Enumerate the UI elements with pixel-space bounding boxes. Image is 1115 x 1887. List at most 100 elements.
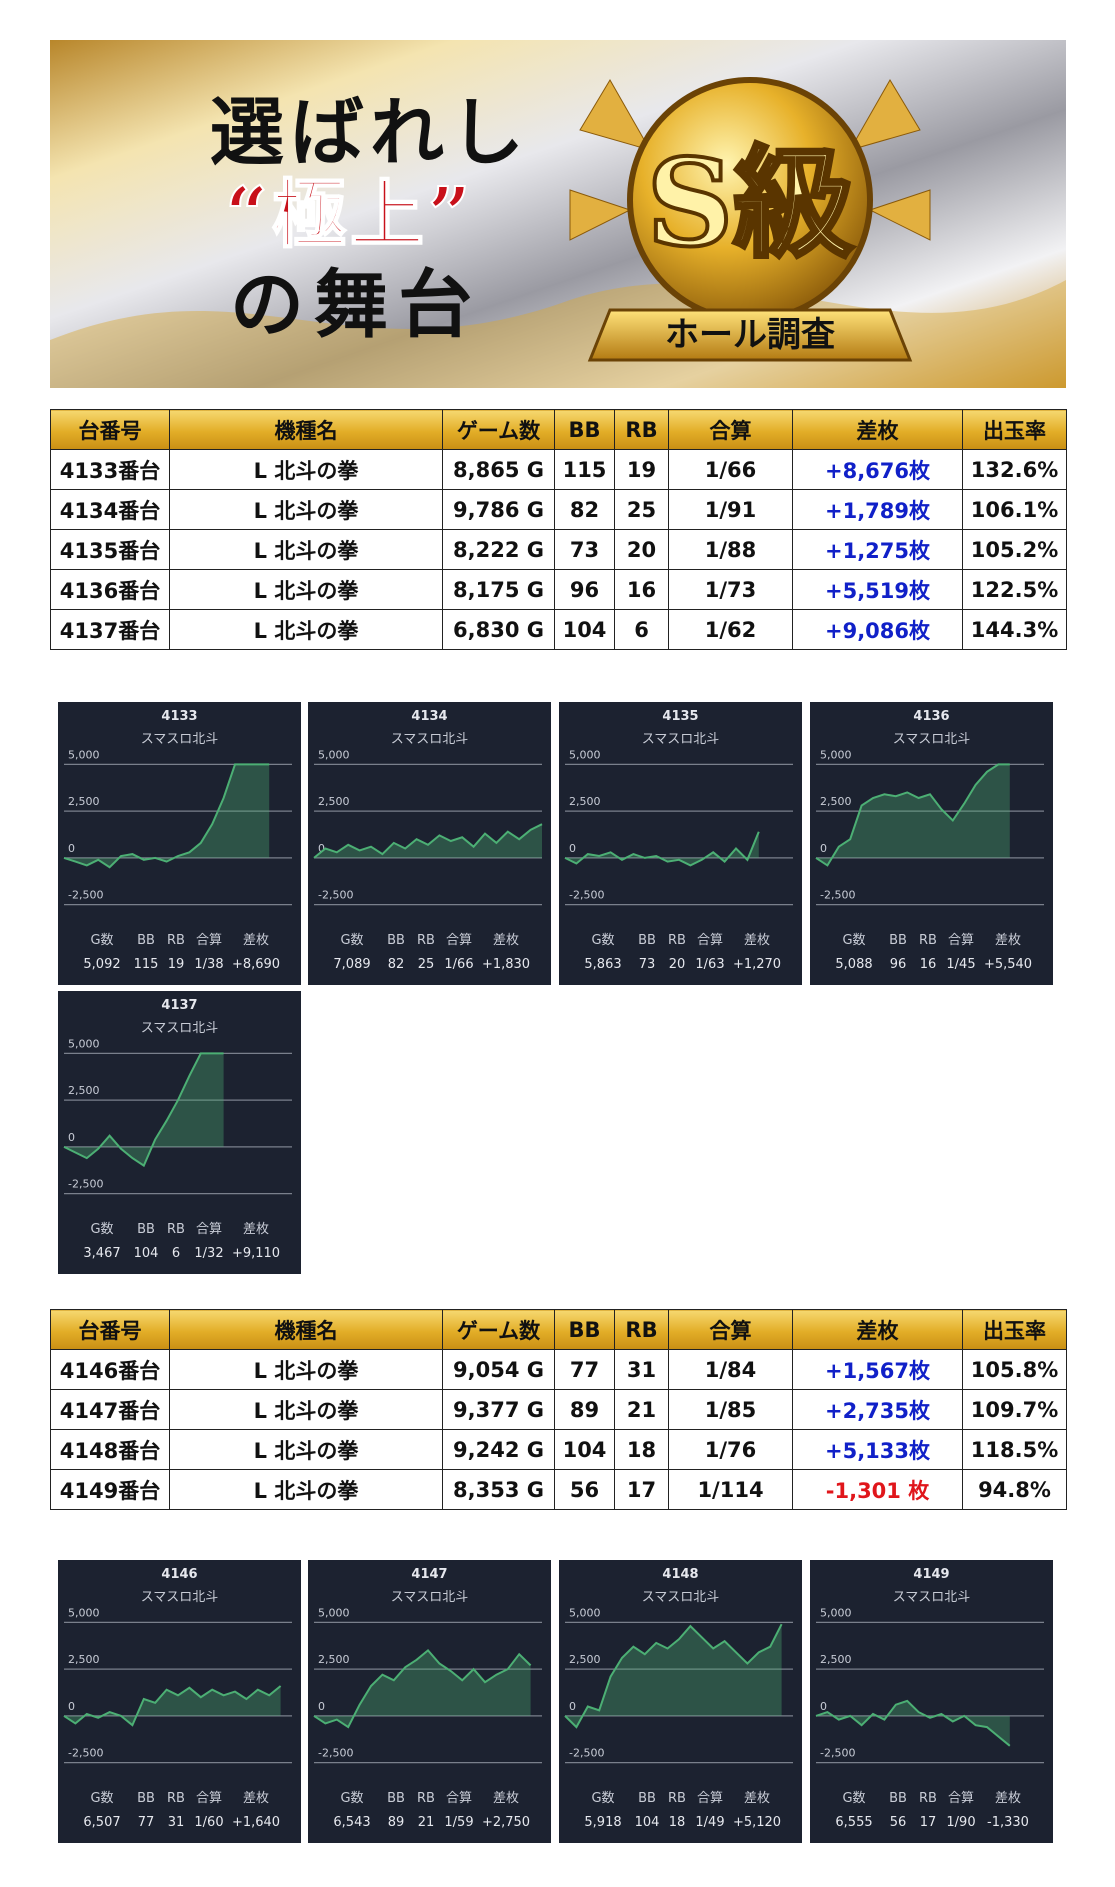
stat-value: 1/45 bbox=[946, 957, 975, 972]
stat-value: 17 bbox=[920, 1815, 937, 1830]
stat-label: G数 bbox=[340, 1791, 363, 1806]
header-cell: RB bbox=[614, 409, 669, 450]
table-cell: 8,175 G bbox=[442, 569, 555, 610]
header-cell: 合算 bbox=[668, 409, 793, 450]
table-cell: 4146番台 bbox=[50, 1349, 170, 1390]
stat-value: 1/60 bbox=[194, 1815, 223, 1830]
header-cell: ゲーム数 bbox=[442, 409, 555, 450]
stat-label: RB bbox=[668, 933, 686, 948]
table-cell: 1/62 bbox=[668, 609, 793, 650]
y-tick-label: -2,500 bbox=[68, 1178, 103, 1191]
line bbox=[564, 831, 760, 867]
stat-label: 合算 bbox=[948, 1791, 974, 1806]
y-tick-label: 0 bbox=[68, 842, 75, 855]
chart-subtitle: スマスロ北斗 bbox=[391, 732, 469, 747]
area bbox=[314, 1650, 531, 1728]
stat-value: 1/59 bbox=[444, 1815, 473, 1830]
table-cell: L 北斗の拳 bbox=[169, 569, 443, 610]
header-cell: ゲーム数 bbox=[442, 1309, 555, 1350]
table-cell: 16 bbox=[614, 569, 669, 610]
stat-label: 合算 bbox=[697, 1791, 723, 1806]
stat-value: 18 bbox=[669, 1815, 686, 1830]
y-tick-label: 0 bbox=[569, 1700, 576, 1713]
table-cell: 144.3% bbox=[962, 609, 1067, 650]
table-cell: 6,830 G bbox=[442, 609, 555, 650]
table-cell: 8,222 G bbox=[442, 529, 555, 570]
stat-label: BB bbox=[387, 933, 405, 948]
stat-value: 1/49 bbox=[695, 1815, 724, 1830]
mini-chart: 4149 スマスロ北斗 5,000 2,500 0 -2,500 G数 BB RB 合算 差枚 6,5… bbox=[810, 1560, 1053, 1843]
table-cell: 20 bbox=[614, 529, 669, 570]
stat-value: 1/38 bbox=[194, 957, 223, 972]
table-cell: L 北斗の拳 bbox=[169, 1469, 443, 1510]
table-cell: L 北斗の拳 bbox=[169, 449, 443, 490]
chart-title: 4135 bbox=[662, 709, 698, 724]
table-cell: 105.2% bbox=[962, 529, 1067, 570]
y-tick-label: 0 bbox=[68, 1700, 75, 1713]
y-tick-label: -2,500 bbox=[318, 889, 353, 902]
table-row: 4147番台 L 北斗の拳 9,377 G 89 21 1/85 +2,735枚 109.7% bbox=[50, 1389, 1067, 1430]
y-tick-label: 2,500 bbox=[318, 795, 350, 808]
header-cell: 出玉率 bbox=[962, 1309, 1067, 1350]
table-cell: 4148番台 bbox=[50, 1429, 170, 1470]
stat-label: G数 bbox=[591, 933, 614, 948]
table-cell: 73 bbox=[554, 529, 615, 570]
y-tick-label: 0 bbox=[820, 1700, 827, 1713]
stat-value: 21 bbox=[418, 1815, 435, 1830]
stat-value: 56 bbox=[890, 1815, 907, 1830]
y-tick-label: 5,000 bbox=[318, 1606, 350, 1619]
area bbox=[816, 1700, 1010, 1746]
mini-chart: 4148 スマスロ北斗 5,000 2,500 0 -2,500 G数 BB RB 合算 差枚 5,9… bbox=[559, 1560, 802, 1843]
stat-label: RB bbox=[417, 933, 435, 948]
table-cell: +8,676枚 bbox=[792, 449, 963, 490]
table-cell: 9,786 G bbox=[442, 489, 555, 530]
stat-value: 77 bbox=[138, 1815, 155, 1830]
stat-value: +1,640 bbox=[232, 1815, 280, 1830]
table-row: 4133番台 L 北斗の拳 8,865 G 115 19 1/66 +8,676枚 132.6… bbox=[50, 449, 1067, 490]
mini-chart: 4134 スマスロ北斗 5,000 2,500 0 -2,500 G数 BB RB 合算 差枚 7,0… bbox=[308, 702, 551, 985]
stat-label: 合算 bbox=[948, 933, 974, 948]
y-tick-label: 5,000 bbox=[569, 748, 601, 761]
chart-bg bbox=[810, 702, 1053, 985]
chart-bg bbox=[58, 991, 301, 1274]
table-cell: 1/66 bbox=[668, 449, 793, 490]
stat-value: +5,120 bbox=[733, 1815, 781, 1830]
table-cell: 8,865 G bbox=[442, 449, 555, 490]
stat-value: 6,543 bbox=[333, 1815, 370, 1830]
table-cell: 89 bbox=[554, 1389, 615, 1430]
line bbox=[63, 763, 270, 869]
stat-label: BB bbox=[387, 1791, 405, 1806]
table-cell: L 北斗の拳 bbox=[169, 609, 443, 650]
stat-value: 5,918 bbox=[584, 1815, 621, 1830]
table-cell: 104 bbox=[554, 609, 615, 650]
stat-value: -1,330 bbox=[987, 1815, 1029, 1830]
stat-value: +2,750 bbox=[482, 1815, 530, 1830]
y-tick-label: 0 bbox=[820, 842, 827, 855]
stat-label: RB bbox=[167, 1222, 185, 1237]
stat-value: 1/32 bbox=[194, 1246, 223, 1261]
line bbox=[815, 763, 1010, 867]
y-tick-label: 5,000 bbox=[820, 748, 852, 761]
table-cell: +1,789枚 bbox=[792, 489, 963, 530]
header-cell: 差枚 bbox=[792, 409, 963, 450]
stat-value: 19 bbox=[168, 957, 185, 972]
stat-value: 20 bbox=[669, 957, 686, 972]
table-cell: 122.5% bbox=[962, 569, 1067, 610]
stat-label: 合算 bbox=[697, 933, 723, 948]
y-tick-label: -2,500 bbox=[68, 1747, 103, 1760]
chart-title: 4134 bbox=[411, 709, 447, 724]
table-cell: +1,275枚 bbox=[792, 529, 963, 570]
table-row: 4136番台 L 北斗の拳 8,175 G 96 16 1/73 +5,519枚 122.5% bbox=[50, 569, 1067, 610]
y-tick-label: 0 bbox=[569, 842, 576, 855]
line bbox=[313, 823, 543, 859]
stat-value: 6,507 bbox=[83, 1815, 120, 1830]
table-cell: 17 bbox=[614, 1469, 669, 1510]
chart-subtitle: スマスロ北斗 bbox=[141, 732, 219, 747]
header-row: 台番号 機種名 ゲーム数 BB RB 合算 差枚 出玉率 bbox=[50, 409, 1067, 450]
header-cell: BB bbox=[554, 409, 615, 450]
mini-chart: 4135 スマスロ北斗 5,000 2,500 0 -2,500 G数 BB RB 合算 差枚 5,8… bbox=[559, 702, 802, 985]
chart-title: 4146 bbox=[161, 1567, 197, 1582]
table-cell: +2,735枚 bbox=[792, 1389, 963, 1430]
stat-label: G数 bbox=[842, 933, 865, 948]
stat-value: 1/66 bbox=[444, 957, 473, 972]
